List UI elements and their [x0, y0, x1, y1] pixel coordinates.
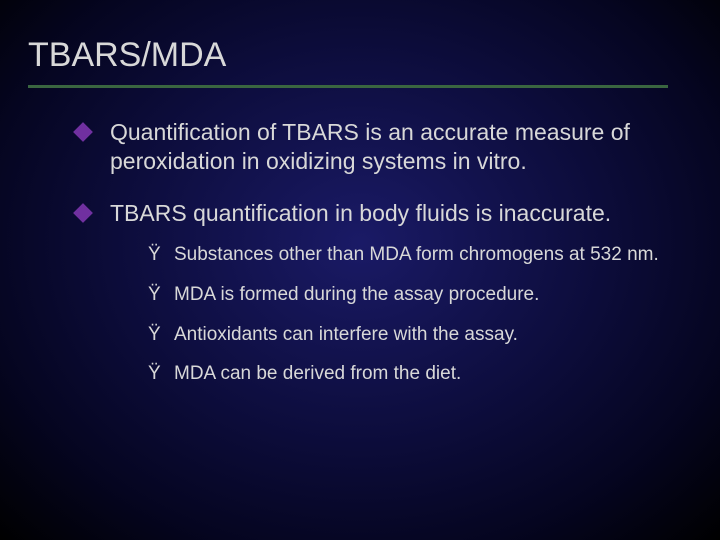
sub-list: Ÿ Substances other than MDA form chromog… — [110, 242, 692, 387]
sub-text: Antioxidants can interfere with the assa… — [174, 324, 518, 345]
sub-marker-icon: Ÿ — [148, 242, 161, 268]
bullet-text: TBARS quantification in body fluids is i… — [110, 200, 611, 226]
sub-text: Substances other than MDA form chromogen… — [174, 244, 659, 265]
sub-item: Ÿ MDA is formed during the assay procedu… — [148, 282, 692, 308]
slide: TBARS/MDA Quantification of TBARS is an … — [0, 0, 720, 540]
bullet-item: TBARS quantification in body fluids is i… — [76, 199, 692, 387]
sub-text: MDA can be derived from the diet. — [174, 363, 461, 384]
sub-marker-icon: Ÿ — [148, 282, 161, 308]
slide-title: TBARS/MDA — [28, 36, 692, 75]
sub-item: Ÿ Antioxidants can interfere with the as… — [148, 322, 692, 348]
bullet-list: Quantification of TBARS is an accurate m… — [28, 118, 692, 387]
title-underline — [28, 85, 668, 88]
diamond-icon — [73, 122, 93, 142]
bullet-item: Quantification of TBARS is an accurate m… — [76, 118, 692, 177]
sub-text: MDA is formed during the assay procedure… — [174, 284, 539, 305]
sub-marker-icon: Ÿ — [148, 361, 161, 387]
diamond-icon — [73, 203, 93, 223]
bullet-text: Quantification of TBARS is an accurate m… — [110, 119, 630, 174]
sub-item: Ÿ Substances other than MDA form chromog… — [148, 242, 692, 268]
sub-item: Ÿ MDA can be derived from the diet. — [148, 361, 692, 387]
sub-marker-icon: Ÿ — [148, 322, 161, 348]
